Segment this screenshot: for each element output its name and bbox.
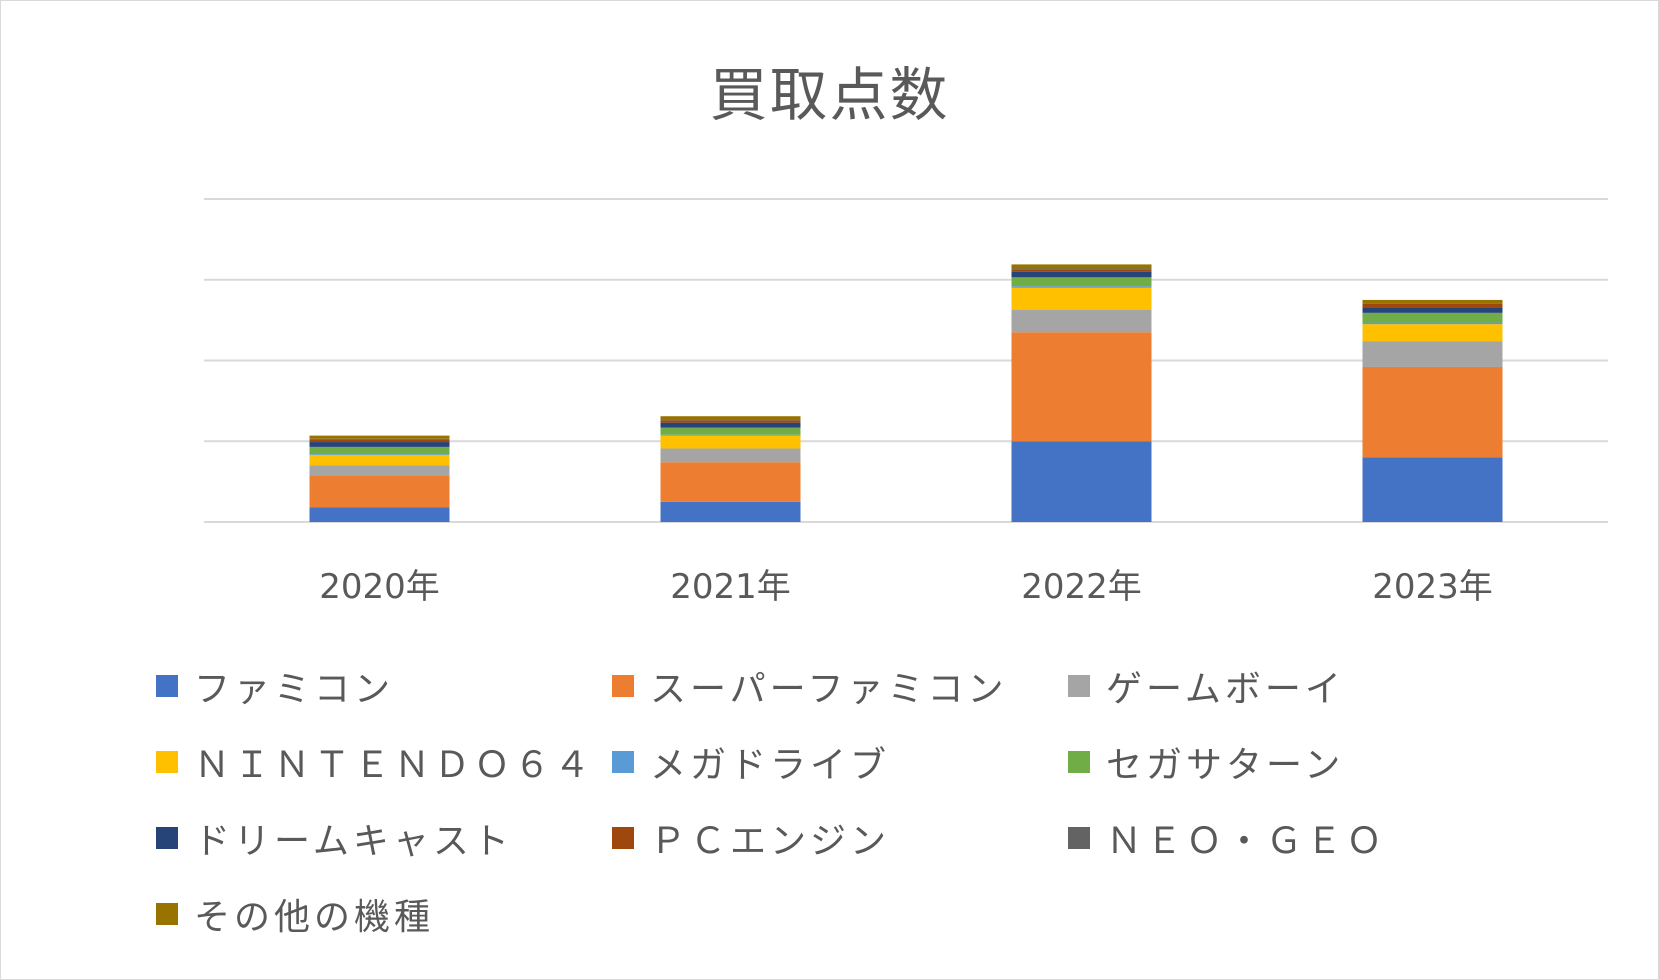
- bar-segment: [660, 434, 801, 436]
- legend-swatch: [1068, 675, 1090, 697]
- bar-segment: [309, 435, 450, 439]
- legend-swatch: [156, 903, 178, 925]
- legend-item: その他の機種: [156, 888, 612, 940]
- chart-title: 買取点数: [709, 61, 950, 129]
- legend-swatch: [156, 675, 178, 697]
- bar-segment: [660, 420, 801, 423]
- legend-swatch: [1068, 827, 1090, 849]
- legend-label: ファミコン: [194, 669, 395, 710]
- legend-label: セガサターン: [1106, 745, 1345, 786]
- legend-item: ゲームボーイ: [1068, 660, 1524, 712]
- bar-segment: [1011, 264, 1152, 269]
- bar-segment: [309, 442, 450, 447]
- legend: ファミコン スーパーファミコン ゲームボーイ ＮＩＮＴＥＮＤＯ６４ メガドライブ セガサタ…: [156, 660, 1596, 940]
- bar-segment: [1011, 287, 1152, 310]
- legend-label: メガドライブ: [650, 745, 891, 786]
- legend-item: セガサターン: [1068, 736, 1524, 788]
- bar-segment: [309, 438, 450, 440]
- legend-swatch: [612, 751, 634, 773]
- legend-swatch: [1068, 751, 1090, 773]
- bar-segment: [1362, 457, 1503, 522]
- bar-segment: [1362, 324, 1503, 342]
- bar-segment: [1011, 332, 1152, 442]
- legend-item: ＰＣエンジン: [612, 812, 1068, 864]
- plot-area: 2020年 2021年 2022年 2023年: [204, 198, 1608, 607]
- legend-item: スーパーファミコン: [612, 660, 1068, 712]
- bar-segment: [309, 507, 450, 522]
- legend-item: ＮＩＮＴＥＮＤＯ６４: [156, 736, 612, 788]
- legend-swatch: [156, 827, 178, 849]
- legend-item: ファミコン: [156, 660, 612, 712]
- bar-segment: [1011, 309, 1152, 333]
- bar-segment: [1362, 312, 1503, 323]
- x-tick-label: 2023年: [1372, 567, 1493, 607]
- bar-segment: [1011, 268, 1152, 270]
- x-tick-label: 2020年: [319, 567, 440, 607]
- legend-swatch: [612, 827, 634, 849]
- bar-segment: [1011, 271, 1152, 278]
- bar-segment: [660, 435, 801, 449]
- bar-segment: [1011, 441, 1152, 522]
- legend-label: ＮＥＯ・ＧＥＯ: [1106, 821, 1387, 862]
- bar-segment: [1011, 286, 1152, 288]
- x-tick-label: 2021年: [670, 567, 791, 607]
- legend-item: ドリームキャスト: [156, 812, 612, 864]
- legend-item: ＮＥＯ・ＧＥＯ: [1068, 812, 1524, 864]
- legend-label: その他の機種: [194, 897, 435, 938]
- bar-segment: [309, 454, 450, 455]
- legend-label: ＮＩＮＴＥＮＤＯ６４: [194, 745, 595, 786]
- bar-segment: [1362, 299, 1503, 304]
- bar-segment: [1011, 277, 1152, 287]
- bar-segment: [309, 475, 450, 508]
- bar-segment: [1362, 341, 1503, 367]
- bar-segment: [1362, 366, 1503, 458]
- bar-segment: [1362, 303, 1503, 304]
- bar-segment: [309, 446, 450, 455]
- bar-segment: [309, 439, 450, 443]
- bar-stacks: [309, 264, 1503, 522]
- x-tick-labels: 2020年 2021年 2022年 2023年: [319, 567, 1493, 607]
- bar-segment: [1011, 269, 1152, 272]
- legend-swatch: [156, 751, 178, 773]
- legend-swatch: [612, 675, 634, 697]
- legend-label: ゲームボーイ: [1106, 669, 1345, 710]
- legend-label: ＰＣエンジン: [650, 821, 891, 862]
- bar-segment: [660, 462, 801, 502]
- x-tick-label: 2022年: [1021, 567, 1142, 607]
- bar-segment: [309, 465, 450, 476]
- legend-item: メガドライブ: [612, 736, 1068, 788]
- bar-segment: [660, 422, 801, 428]
- bar-segment: [660, 419, 801, 421]
- legend-label: ドリームキャスト: [194, 821, 513, 862]
- bar-segment: [309, 454, 450, 466]
- bar-segment: [660, 427, 801, 435]
- bar-segment: [1362, 303, 1503, 308]
- bar-segment: [1362, 322, 1503, 325]
- bar-segment: [660, 501, 801, 522]
- bar-segment: [660, 416, 801, 420]
- legend-label: スーパーファミコン: [650, 669, 1008, 710]
- bar-segment: [1362, 307, 1503, 313]
- bar-segment: [660, 448, 801, 463]
